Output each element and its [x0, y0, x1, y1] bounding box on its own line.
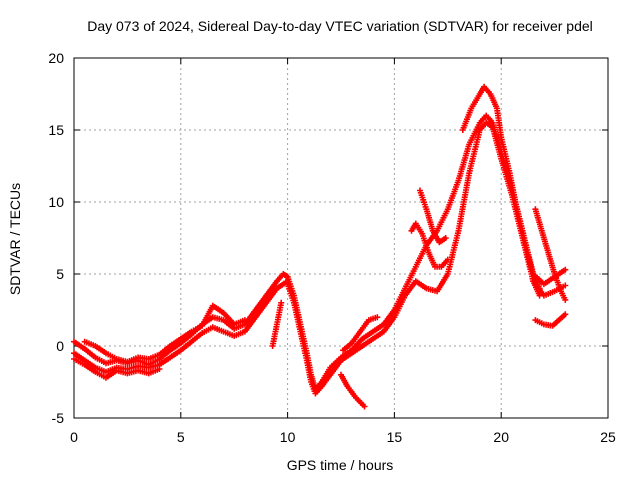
series-track-i [408, 220, 451, 270]
y-axis-label: SDTVAR / TECUs [7, 183, 23, 295]
data-point-markers [338, 371, 368, 410]
x-tick-label: 15 [387, 429, 403, 445]
series-track-h [459, 83, 569, 288]
axis-ticks [73, 57, 609, 419]
series-track-b [71, 278, 291, 375]
data-point-markers [269, 299, 285, 349]
data-point-markers [532, 311, 569, 329]
series-track-j [417, 187, 449, 246]
x-tick-label: 25 [600, 429, 616, 445]
tick-labels: 0 5 10 15 20 25 -5 0 5 10 15 20 [48, 50, 616, 445]
series-track-n [338, 371, 368, 410]
series-track-o [340, 314, 381, 354]
x-tick-label: 10 [280, 429, 296, 445]
y-tick-label: 10 [48, 194, 64, 210]
data-points [71, 83, 569, 410]
data-point-markers [71, 356, 163, 381]
x-axis-label: GPS time / hours [287, 457, 394, 473]
data-point-markers [532, 206, 569, 303]
series-track-d [81, 302, 248, 365]
data-point-markers [81, 302, 248, 365]
plot-border [73, 57, 609, 419]
y-tick-label: 0 [56, 338, 64, 354]
series-track-m [532, 311, 569, 329]
data-point-markers [417, 187, 449, 246]
plot-frame [73, 57, 609, 419]
series-track-k [532, 206, 569, 303]
series-track-c [71, 356, 163, 381]
y-tick-label: 15 [48, 122, 64, 138]
data-point-markers [530, 278, 569, 299]
series-track-e [269, 299, 285, 349]
x-tick-label: 0 [70, 429, 78, 445]
x-tick-label: 5 [177, 429, 185, 445]
data-point-markers [408, 220, 451, 270]
x-tick-label: 20 [493, 429, 509, 445]
y-tick-label: -5 [52, 410, 65, 426]
y-tick-label: 5 [56, 266, 64, 282]
data-point-markers [340, 314, 381, 354]
chart-title: Day 073 of 2024, Sidereal Day-to-day VTE… [87, 18, 593, 34]
data-point-markers [71, 278, 291, 375]
series-track-l [530, 278, 569, 299]
y-tick-label: 20 [48, 50, 64, 66]
data-point-markers [459, 83, 569, 288]
